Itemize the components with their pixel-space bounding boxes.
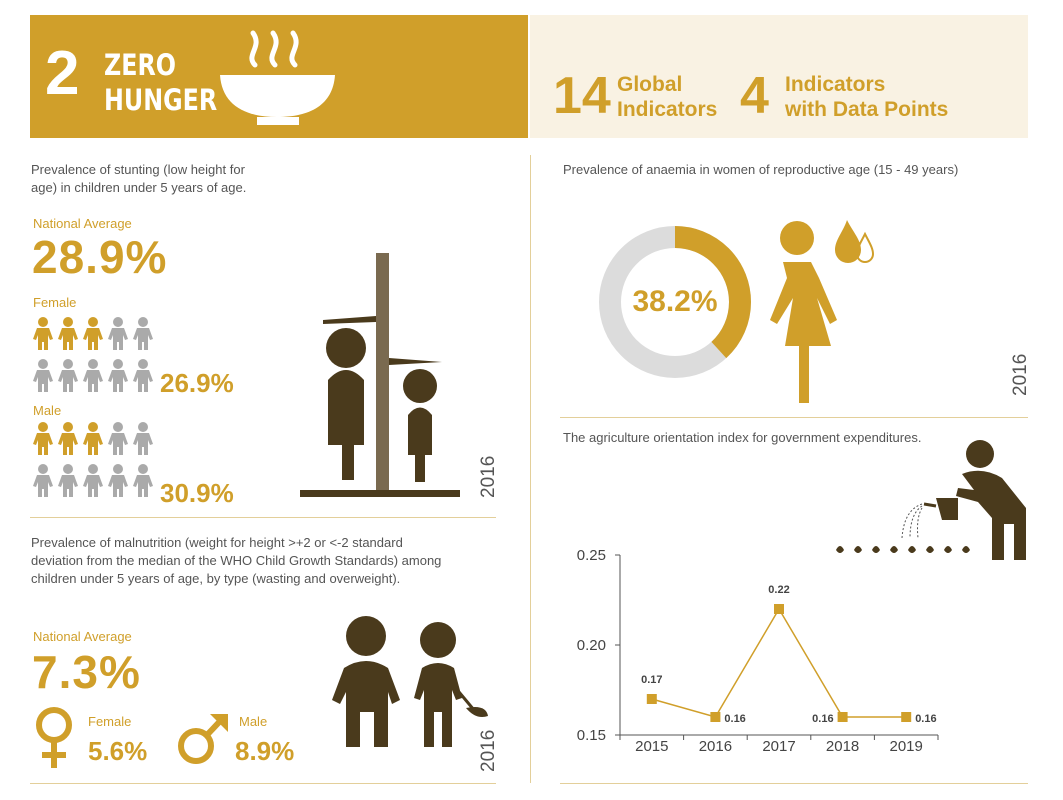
indicator-banner [530, 15, 1028, 138]
x-tick-label: 2019 [890, 738, 923, 755]
y-tick-label: 0.25 [577, 547, 606, 564]
center-divider [530, 155, 531, 783]
goal-number: 2 [45, 39, 80, 108]
datapoints-label-line2: with Data Points [785, 98, 949, 121]
agriculture-description: The agriculture orientation index for go… [563, 430, 922, 445]
datapoints-label-line1: Indicators [785, 73, 886, 96]
child-icon [83, 359, 103, 392]
children-icon [332, 616, 488, 747]
data-point [710, 712, 721, 722]
donut-value-arc [599, 226, 751, 378]
child-icon [33, 359, 53, 392]
stunting-male-label: Male [33, 403, 62, 418]
child-icon [83, 464, 103, 497]
chart-axes: 0.15 0.20 0.25 2015 2016 2017 2018 2019 [577, 547, 939, 755]
child-icon [83, 422, 103, 455]
global-indicators-count: 14 [553, 67, 611, 125]
global-label-line2: Indicators [617, 98, 718, 121]
child-icon [133, 422, 153, 455]
malnutrition-desc-line1: Prevalence of malnutrition (weight for h… [31, 535, 403, 550]
female-symbol-icon [36, 707, 72, 768]
malnutrition-female-label: Female [88, 714, 132, 729]
farmer-watering-icon [836, 440, 1026, 560]
stunting-female-value: 26.9% [160, 368, 234, 398]
child-icon [108, 464, 128, 497]
x-tick-label: 2015 [635, 738, 668, 755]
height-measure-icon [300, 253, 460, 497]
malnutrition-male-label: Male [239, 714, 268, 729]
male-children-icons [33, 422, 153, 497]
child-icon [33, 422, 53, 455]
y-tick-label: 0.20 [577, 637, 606, 654]
series-line [651, 607, 907, 718]
anaemia-year: 2016 [1010, 353, 1031, 396]
data-point [901, 712, 912, 722]
anaemia-value: 38.2% [632, 285, 718, 318]
data-label: 0.17 [641, 674, 662, 686]
malnutrition-national-label: National Average [33, 629, 132, 644]
data-label: 0.16 [812, 713, 833, 725]
y-tick-label: 0.15 [577, 727, 606, 744]
data-label: 0.16 [915, 713, 936, 725]
child-icon [108, 359, 128, 392]
goal-title-line1: ZERO [104, 48, 177, 82]
anaemia-description: Prevalence of anaemia in women of reprod… [563, 162, 959, 177]
data-point [646, 694, 657, 704]
chart-series: 0.17 0.16 0.22 0.16 0.16 [641, 584, 937, 725]
left-bottom-rule [30, 783, 496, 784]
right-divider [560, 417, 1028, 418]
drop-icon [835, 220, 861, 263]
malnutrition-national-value: 7.3% [32, 646, 141, 698]
child-icon [58, 359, 78, 392]
female-children-icons [33, 317, 153, 392]
stunting-male-value: 30.9% [160, 478, 234, 508]
malnutrition-desc-line2: deviation from the median of the WHO Chi… [31, 553, 442, 568]
child-icon [58, 422, 78, 455]
datapoints-label: Indicators with Data Points [785, 72, 948, 122]
stunting-national-label: National Average [33, 216, 132, 231]
stunting-female-label: Female [33, 295, 77, 310]
malnutrition-female-value: 5.6% [88, 736, 148, 766]
global-label-line1: Global [617, 73, 683, 96]
datapoints-count: 4 [740, 67, 769, 125]
child-icon [133, 464, 153, 497]
stunting-desc-line1: Prevalence of stunting (low height for [31, 162, 245, 177]
malnutrition-desc-line3: children under 5 years of age, by type (… [31, 571, 401, 586]
stunting-year: 2016 [478, 455, 499, 498]
goal-title: ZERO HUNGER [104, 48, 217, 118]
child-icon [33, 464, 53, 497]
malnutrition-male-value: 8.9% [235, 736, 295, 766]
child-icon [108, 317, 128, 350]
data-point [774, 604, 784, 614]
child-icon [58, 317, 78, 350]
data-label: 0.16 [724, 713, 745, 725]
bowl-icon [220, 30, 335, 125]
woman-icon [770, 220, 875, 403]
anaemia-donut-chart [599, 226, 751, 378]
child-icon [108, 422, 128, 455]
x-tick-label: 2016 [699, 738, 732, 755]
data-point [837, 712, 848, 722]
child-icon [58, 464, 78, 497]
stunting-national-value: 28.9% [32, 231, 168, 283]
stunting-description: Prevalence of stunting (low height for a… [31, 161, 246, 197]
malnutrition-year: 2016 [478, 729, 499, 772]
child-icon [33, 317, 53, 350]
child-icon [133, 317, 153, 350]
child-icon [83, 317, 103, 350]
drop-outline-icon [855, 231, 875, 263]
child-icon [133, 359, 153, 392]
right-bottom-rule [560, 783, 1028, 784]
malnutrition-description: Prevalence of malnutrition (weight for h… [31, 534, 441, 588]
x-tick-label: 2017 [762, 738, 795, 755]
global-indicators-label: Global Indicators [617, 72, 717, 122]
left-divider [30, 517, 496, 518]
goal-title-line2: HUNGER [104, 83, 218, 117]
x-tick-label: 2018 [826, 738, 859, 755]
male-symbol-icon [178, 714, 228, 764]
data-label: 0.22 [768, 584, 789, 596]
stunting-desc-line2: age) in children under 5 years of age. [31, 180, 247, 195]
